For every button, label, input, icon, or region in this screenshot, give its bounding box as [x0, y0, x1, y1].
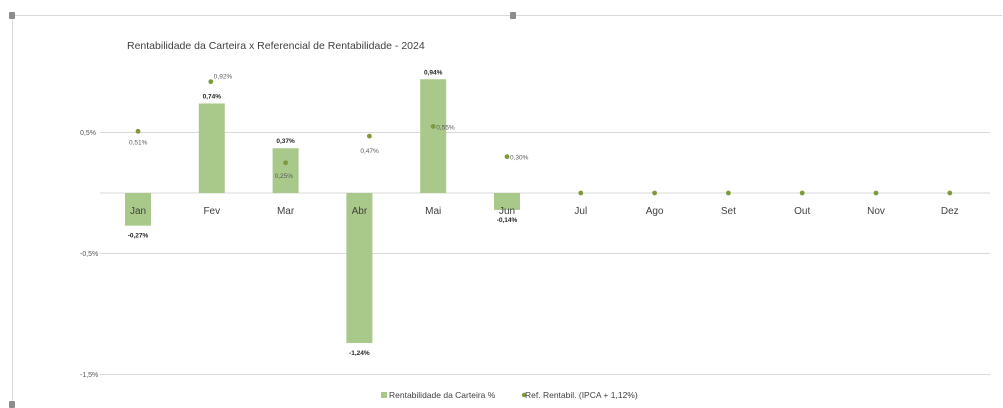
bar-data-label: -1,24% — [349, 350, 370, 357]
x-category-label: Jan — [130, 206, 146, 217]
reference-series: 0,51% 0,92% 0,25% 0,47% 0,55% 0,30% — [129, 74, 952, 196]
reference-data-label: 0,55% — [436, 124, 455, 131]
bar — [420, 79, 446, 193]
y-tick-label: 0,5% — [80, 130, 96, 137]
legend-swatch-bar — [381, 392, 387, 398]
reference-data-label: 0,25% — [275, 173, 294, 180]
reference-marker — [283, 160, 288, 165]
reference-data-label: 0,30% — [510, 155, 529, 162]
bar — [273, 148, 299, 193]
legend-label-carteira: Rentabilidade da Carteira % — [389, 390, 496, 400]
chart-title: Rentabilidade da Carteira x Referencial … — [127, 40, 425, 52]
bar-data-label: -0,14% — [497, 217, 518, 224]
x-category-label: Ago — [646, 206, 664, 217]
reference-marker — [726, 191, 731, 196]
x-category-label: Set — [721, 206, 736, 217]
x-axis-categories: Jan Fev Mar Abr Mai Jun Jul Ago Set Out Nov Dez — [130, 206, 959, 217]
bar-data-label: 0,74% — [203, 93, 222, 100]
legend: Rentabilidade da Carteira % Ref. Rentabi… — [381, 390, 638, 400]
y-tick-label: -0,5% — [80, 251, 98, 258]
reference-marker — [136, 129, 141, 134]
x-category-label: Mar — [277, 206, 295, 217]
reference-marker — [578, 191, 583, 196]
reference-data-label: 0,51% — [129, 139, 148, 146]
gridlines — [100, 133, 990, 375]
reference-marker — [800, 191, 805, 196]
reference-marker — [431, 124, 436, 129]
x-category-label: Mai — [425, 206, 441, 217]
reference-marker — [947, 191, 952, 196]
x-category-label: Jul — [574, 206, 587, 217]
reference-marker — [652, 191, 657, 196]
x-category-label: Nov — [867, 206, 885, 217]
x-category-label: Dez — [941, 206, 959, 217]
x-category-label: Jun — [499, 206, 515, 217]
x-category-label: Out — [794, 206, 810, 217]
reference-marker — [874, 191, 879, 196]
x-category-label: Abr — [352, 206, 368, 217]
bar — [199, 103, 225, 193]
reference-marker — [208, 79, 213, 84]
legend-label-referencial: Ref. Rentabil. (IPCA + 1,12%) — [525, 390, 638, 400]
reference-marker — [367, 134, 372, 139]
x-category-label: Fev — [203, 206, 220, 217]
reference-data-label: 0,92% — [214, 74, 233, 81]
bar-data-label: 0,37% — [276, 138, 295, 145]
reference-marker — [505, 154, 510, 159]
reference-data-label: 0,47% — [360, 148, 379, 155]
bar-series: -0,27% 0,74% 0,37% -1,24% 0,94% -0,14% — [125, 69, 520, 357]
y-tick-label: -1,5% — [80, 372, 98, 379]
y-axis-ticks: 0,5% -0,5% -1,5% — [80, 130, 98, 379]
bar-data-label: -0,27% — [128, 233, 149, 240]
bar-data-label: 0,94% — [424, 69, 443, 76]
